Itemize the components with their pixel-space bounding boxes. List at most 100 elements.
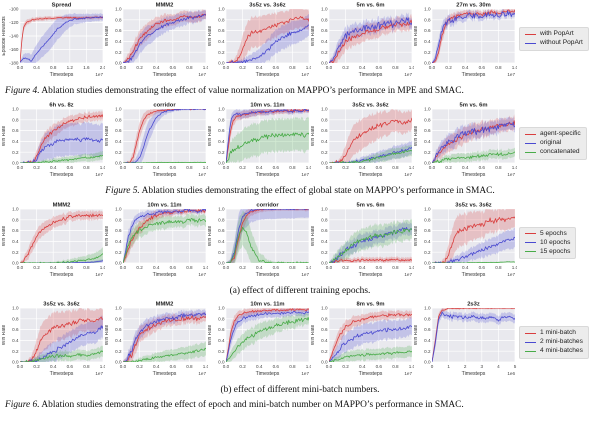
svg-text:0.2: 0.2 [136,264,143,269]
svg-text:0.8: 0.8 [321,217,328,222]
chart-title: MMM2 [156,3,174,9]
legend-item-2-mini-batches: 2 mini-batches [525,339,583,346]
svg-text:0.6: 0.6 [376,364,383,369]
svg-text:0.4: 0.4 [50,364,57,369]
x-axis-exponent: 1e7 [404,371,412,376]
y-axis-label: Win Rate [105,26,110,47]
figure6a-subcaption: (a) effect of different training epochs. [5,286,595,298]
svg-text:0.6: 0.6 [321,28,328,33]
svg-text:0.0: 0.0 [218,260,225,265]
chart-5m-vs-6m: 5m vs. 6m Win Rate 0.0 0.2 0.4 0.6 0.8 1.0 0.0 0.… [311,202,414,278]
svg-text:0: 0 [431,364,434,369]
svg-text:1.0: 1.0 [512,165,517,170]
svg-text:0.6: 0.6 [424,228,431,233]
svg-text:0.2: 0.2 [239,165,246,170]
legend-item-15-epochs: 15 epochs [525,248,570,256]
figure6-caption-text: Ablation studies demonstrating the effec… [41,400,464,410]
svg-text:0.4: 0.4 [12,239,19,244]
svg-text:0.0: 0.0 [17,264,24,269]
chart-mmm2: MMM2 Win Rate 0.0 0.2 0.4 0.6 0.8 1.0 0.0 0.2 0.4 0… [105,302,208,378]
figure4-charts: Spread Episode Rewards -180 -160 -140 -120 -10… [2,1,598,85]
svg-text:0.4: 0.4 [321,338,328,343]
svg-text:0.2: 0.2 [12,150,19,155]
svg-text:0.2: 0.2 [239,364,246,369]
svg-text:0.0: 0.0 [115,160,122,165]
svg-text:0.0: 0.0 [424,160,431,165]
svg-text:0.2: 0.2 [33,165,40,170]
svg-text:0.8: 0.8 [186,364,193,369]
y-axis-label: Win Rate [208,325,213,346]
svg-text:1.0: 1.0 [321,7,328,12]
chart-5m-vs-6m: 5m vs. 6m Win Rate 0.0 0.2 0.4 0.6 0.8 1.0 0.0 0.… [414,102,517,178]
svg-text:0.6: 0.6 [273,165,280,170]
svg-text:0.0: 0.0 [115,61,122,66]
svg-text:0.6: 0.6 [170,264,177,269]
svg-text:1.0: 1.0 [306,364,311,369]
legend-item-agent-specific: agent-specific [525,130,581,138]
figure6b-charts: 3s5z vs. 3s6z Win Rate 0.0 0.2 0.4 0.6 0.8 1.0 0… [2,300,598,384]
svg-text:0.0: 0.0 [120,165,127,170]
svg-text:0.4: 0.4 [424,139,431,144]
chart-corridor: corridor Win Rate 0.0 0.2 0.4 0.6 0.8 1.0 0.0 0.2… [208,202,311,278]
svg-text:0.0: 0.0 [429,165,436,170]
svg-text:0.6: 0.6 [12,228,19,233]
svg-text:0.4: 0.4 [424,239,431,244]
svg-text:0.6: 0.6 [321,228,328,233]
svg-text:0.8: 0.8 [321,317,328,322]
y-axis-label: Win Rate [311,225,316,246]
chart-10m-vs-11m: 10m vs. 11m Win Rate 0.0 0.2 0.4 0.6 0.8 1.0 0.0… [105,202,208,278]
svg-text:0.0: 0.0 [321,61,328,66]
svg-text:0.4: 0.4 [33,65,40,70]
svg-text:0.4: 0.4 [115,39,122,44]
figure4-legend: with PopArt without PopArt [519,27,589,51]
svg-text:0.6: 0.6 [12,128,19,133]
svg-text:0.6: 0.6 [218,28,225,33]
svg-text:0.2: 0.2 [342,65,349,70]
y-axis-label: Win Rate [414,325,419,346]
svg-text:0.6: 0.6 [273,65,280,70]
svg-text:1.0: 1.0 [512,65,517,70]
x-axis-label: Timesteps [256,371,280,377]
x-axis-exponent: 1e7 [198,72,206,77]
y-axis-label: Win Rate [311,125,316,146]
svg-text:0.0: 0.0 [321,160,328,165]
svg-text:0.6: 0.6 [218,128,225,133]
chart-title: 10m vs. 11m [147,202,181,208]
svg-text:0.0: 0.0 [115,260,122,265]
svg-text:0.0: 0.0 [326,364,333,369]
svg-text:0.6: 0.6 [115,28,122,33]
svg-text:1.0: 1.0 [218,206,225,211]
legend-item-original: original [525,139,581,147]
x-axis-label: Timesteps [462,272,486,278]
svg-text:0.6: 0.6 [321,327,328,332]
x-axis-exponent: 1e7 [301,72,309,77]
svg-text:0.6: 0.6 [376,264,383,269]
svg-text:0.8: 0.8 [289,165,296,170]
svg-text:0.0: 0.0 [218,160,225,165]
y-axis-label: Win Rate [105,225,110,246]
x-axis-exponent: 1e7 [507,172,515,177]
chart-title: 8m vs. 9m [356,302,384,308]
svg-text:0.0: 0.0 [17,364,24,369]
svg-text:0.2: 0.2 [445,264,452,269]
legend-item-without-popart: without PopArt [525,39,583,47]
svg-text:0.0: 0.0 [326,165,333,170]
x-axis-label: Timesteps [50,72,74,78]
chart-3s5z-vs-3s6z: 3s5z vs. 3s6z Win Rate 0.0 0.2 0.4 0.6 0.8 1.0 0… [414,202,517,278]
svg-text:5: 5 [514,364,517,369]
svg-text:0.4: 0.4 [153,364,160,369]
y-axis-label: Win Rate [2,325,7,346]
x-axis-exponent: 1e7 [95,272,103,277]
svg-text:0.4: 0.4 [50,264,57,269]
svg-text:-180: -180 [9,61,19,66]
figure6b-legend: 1 mini-batch 2 mini-batches 4 mini-batches [519,326,589,360]
svg-text:1.0: 1.0 [321,206,328,211]
x-axis-exponent: 1e7 [404,172,412,177]
svg-text:1.0: 1.0 [409,165,414,170]
svg-text:1.0: 1.0 [409,264,414,269]
svg-text:1.0: 1.0 [512,264,517,269]
svg-text:0.8: 0.8 [392,165,399,170]
svg-text:0.6: 0.6 [321,128,328,133]
svg-text:0.0: 0.0 [120,364,127,369]
svg-text:0.2: 0.2 [136,364,143,369]
